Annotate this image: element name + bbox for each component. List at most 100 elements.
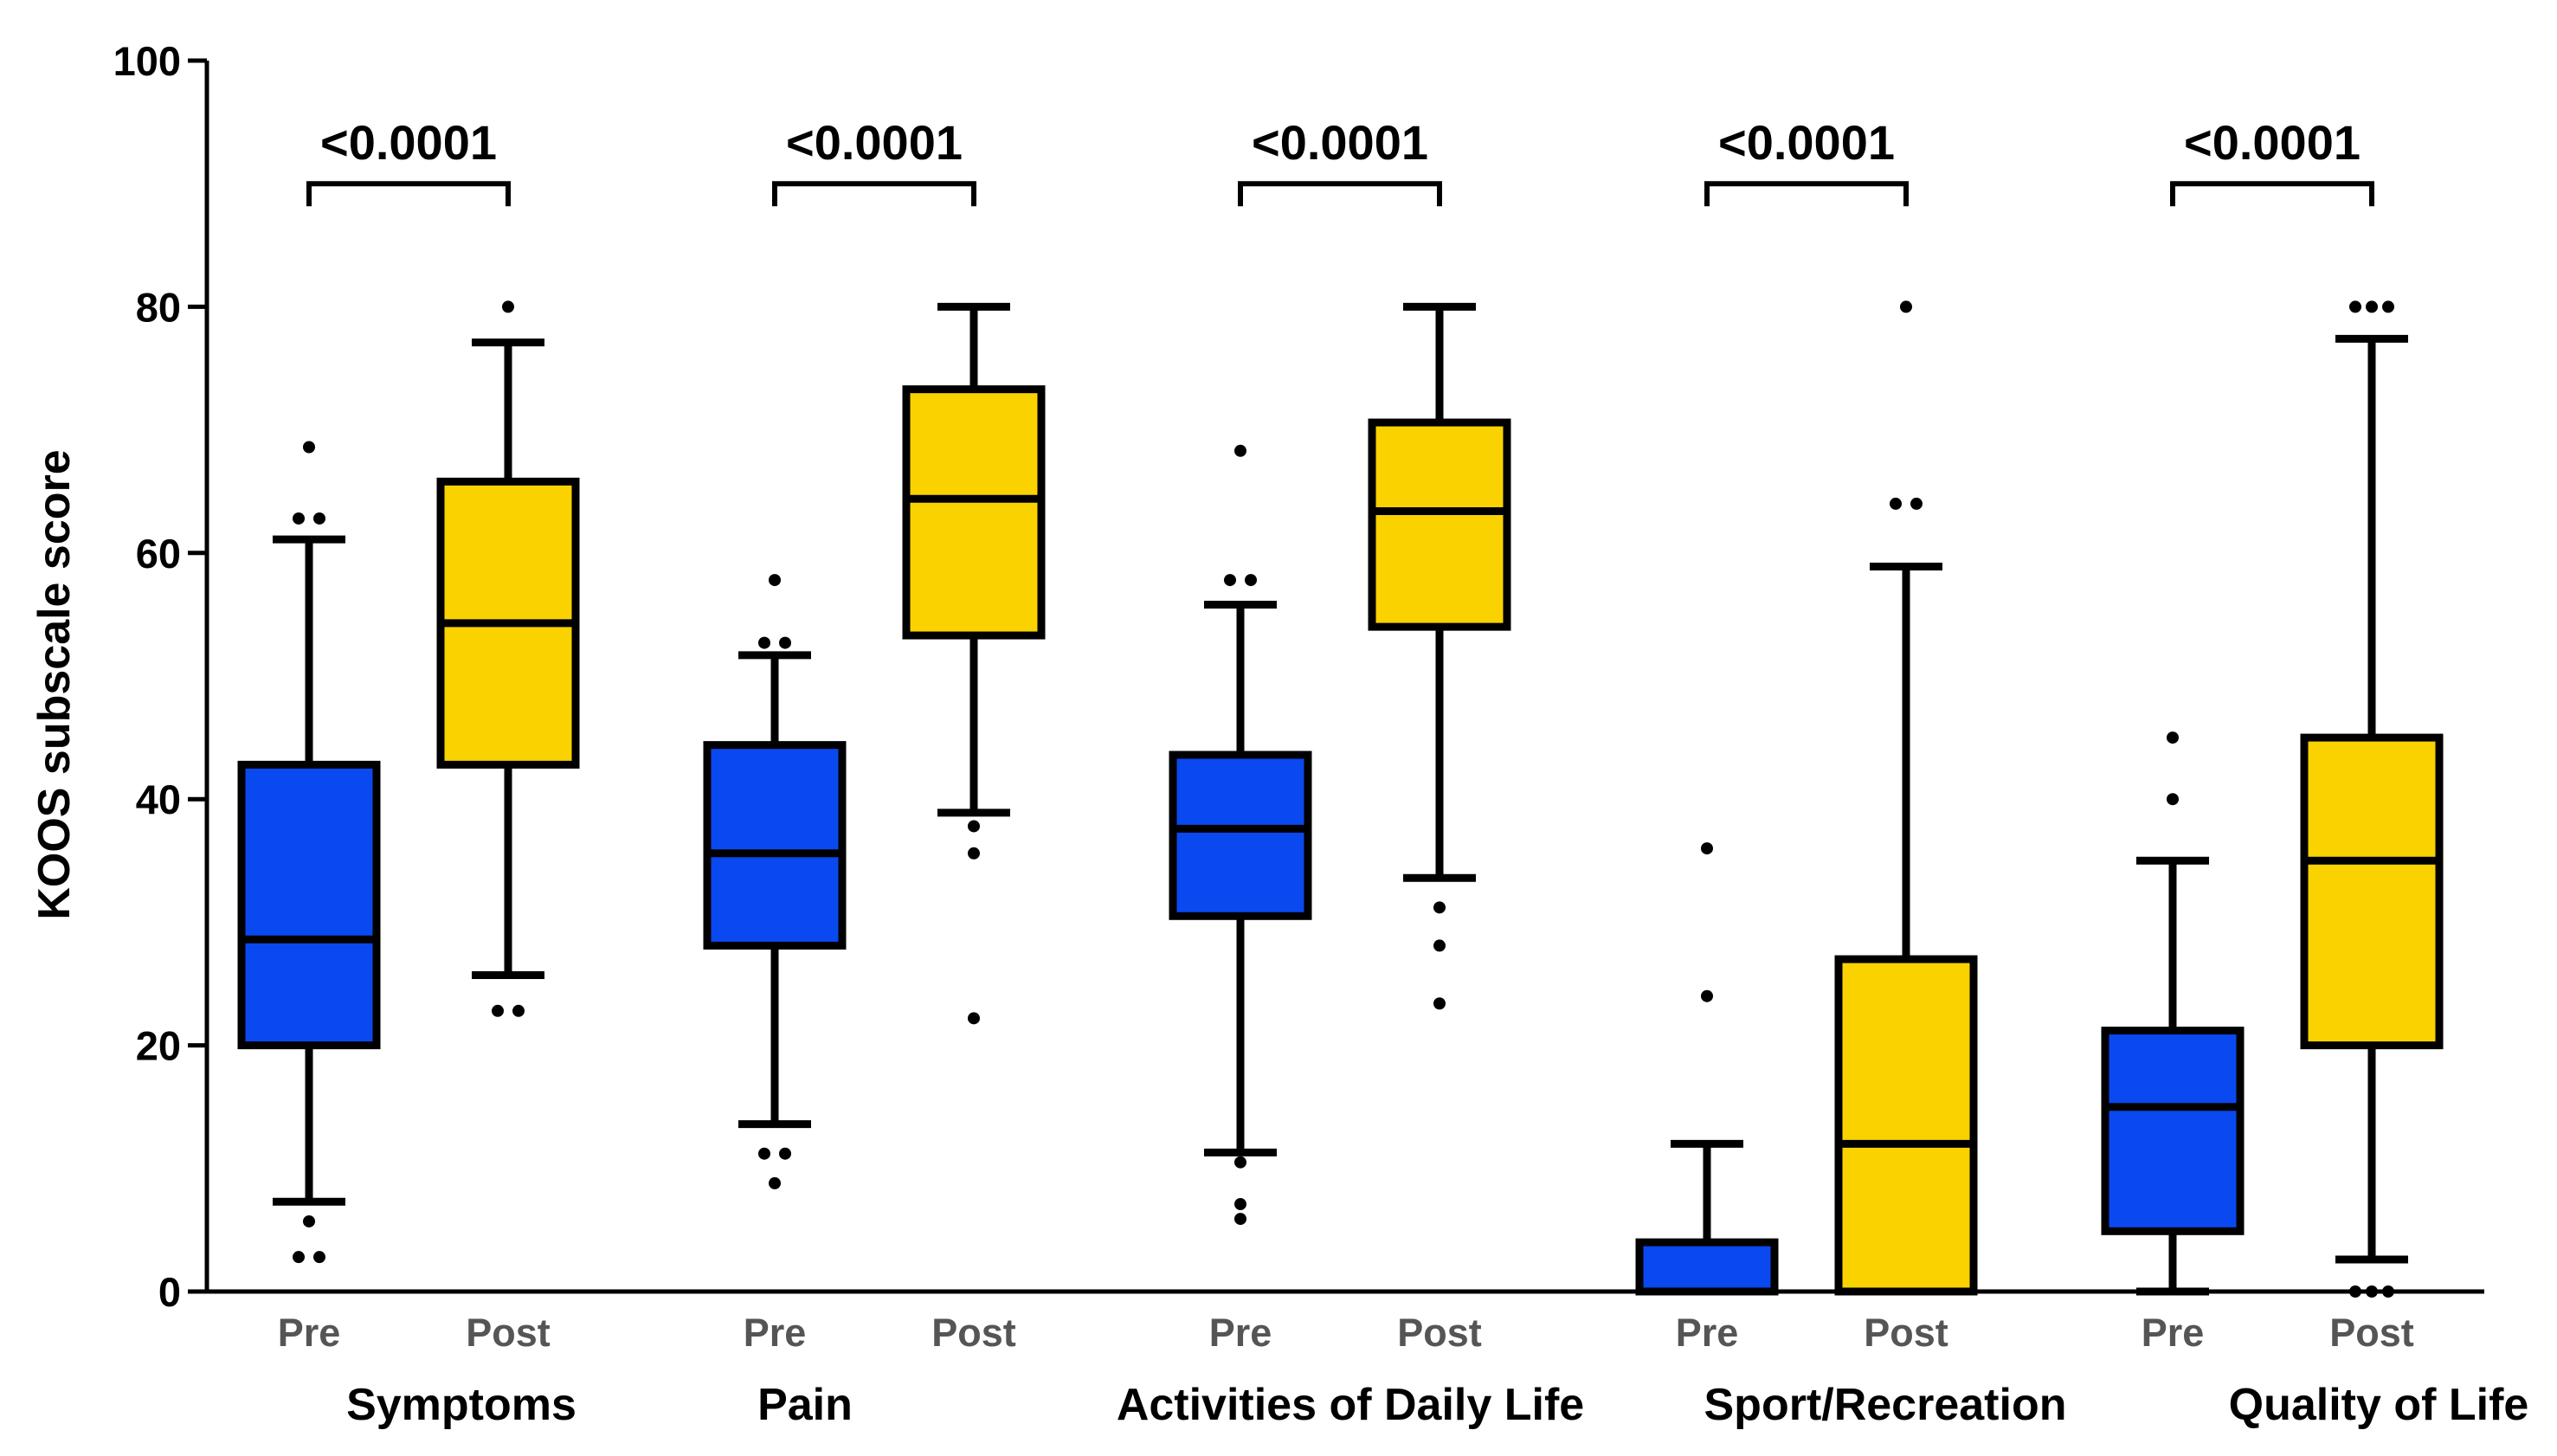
p-value-label: <0.0001 [320, 115, 497, 170]
box-post [1368, 302, 1511, 1010]
x-sublabel-post: Post [1864, 1311, 1948, 1355]
x-sublabel-post: Post [1397, 1311, 1482, 1355]
box-post [436, 300, 580, 1017]
outlier-point [968, 847, 980, 860]
outlier-point [1234, 1156, 1246, 1169]
outlier-point [2167, 793, 2179, 806]
outlier-point [1900, 300, 1912, 313]
x-sublabel-pre: Pre [1676, 1311, 1739, 1355]
outlier-point [502, 300, 514, 313]
outlier-point [2349, 300, 2361, 313]
box-post [2300, 300, 2444, 1298]
y-tick-label: 80 [136, 284, 181, 330]
y-axis-label: KOOS subscale score [29, 449, 80, 919]
group-symptoms: <0.0001 [237, 115, 580, 1264]
group-label: Activities of Daily Life [1117, 1380, 1584, 1430]
outlier-point [769, 574, 781, 587]
outlier-point [512, 1004, 525, 1017]
outlier-point [779, 636, 791, 649]
outlier-point [1890, 497, 1902, 510]
p-value-label: <0.0001 [786, 115, 963, 170]
x-sublabel-pre: Pre [278, 1311, 341, 1355]
y-tick-label: 100 [113, 38, 181, 84]
iqr-box [703, 741, 847, 950]
box-pre [1635, 842, 1779, 1296]
boxes: <0.0001 <0.0001 <0.0001 <0.0001 <0.0001 [237, 115, 2444, 1298]
outlier-point [313, 1251, 325, 1264]
iqr-box [1834, 955, 1978, 1296]
outlier-point [769, 1176, 781, 1189]
outlier-point [492, 1004, 504, 1017]
box-post [1834, 300, 1978, 1296]
outlier-point [1433, 997, 1446, 1010]
outlier-point [1910, 497, 1923, 510]
significance-bracket [1238, 181, 1442, 207]
outlier-point [968, 1012, 980, 1025]
x-sublabel-pre: Pre [744, 1311, 807, 1355]
outlier-point [293, 1251, 305, 1264]
outlier-point [1701, 842, 1713, 855]
iqr-box [2101, 1027, 2245, 1235]
outlier-point [2366, 1285, 2378, 1298]
group-activities-of-daily-life: <0.0001 [1169, 115, 1511, 1226]
outlier-point [758, 636, 770, 649]
outlier-point [1245, 574, 1257, 587]
outlier-point [1224, 574, 1236, 587]
y-tick-label: 0 [158, 1269, 181, 1315]
outlier-point [1701, 989, 1713, 1002]
x-sublabel-post: Post [466, 1311, 551, 1355]
significance-bracket [2170, 181, 2374, 207]
y-tick-label: 40 [136, 776, 181, 822]
outlier-point [1433, 939, 1446, 952]
iqr-box [902, 385, 1046, 640]
outlier-point [293, 512, 305, 525]
outlier-point [779, 1147, 791, 1160]
outlier-point [758, 1147, 770, 1160]
significance-bracket [306, 181, 511, 207]
y-tick-label: 20 [136, 1023, 181, 1069]
p-value-label: <0.0001 [2184, 115, 2361, 170]
box-pre [1169, 444, 1312, 1226]
x-sublabel-pre: Pre [1209, 1311, 1272, 1355]
box-pre [2101, 731, 2245, 1296]
group-pain: <0.0001 [703, 115, 1046, 1189]
outlier-point [1234, 1213, 1246, 1226]
box-post [902, 302, 1046, 1025]
outlier-point [2349, 1285, 2361, 1298]
significance-bracket [1704, 181, 1909, 207]
group-label: Quality of Life [2229, 1380, 2529, 1430]
iqr-box [237, 760, 381, 1050]
outlier-point [1234, 444, 1246, 457]
outlier-point [2382, 300, 2394, 313]
iqr-box [1368, 418, 1511, 631]
group-sport-recreation: <0.0001 [1635, 115, 1978, 1296]
group-label: Symptoms [346, 1380, 576, 1430]
outlier-point [968, 820, 980, 833]
outlier-point [2382, 1285, 2394, 1298]
outlier-point [2167, 731, 2179, 744]
axes: 0 20 40 60 80 100 KOOS subscale score [29, 38, 2484, 1315]
outlier-point [313, 512, 325, 525]
p-value-label: <0.0001 [1718, 115, 1895, 170]
outlier-point [1234, 1198, 1246, 1211]
iqr-box [2300, 733, 2444, 1050]
group-label: Sport/Recreation [1704, 1380, 2067, 1430]
x-sublabel-post: Post [2329, 1311, 2414, 1355]
y-tick-label: 60 [136, 531, 181, 577]
box-pre [703, 574, 847, 1189]
significance-bracket [772, 181, 976, 207]
x-sublabel-pre: Pre [2142, 1311, 2205, 1355]
x-sublabel-post: Post [931, 1311, 1016, 1355]
outlier-point [2366, 300, 2378, 313]
outlier-point [1433, 901, 1446, 914]
iqr-box [1635, 1238, 1779, 1296]
outlier-point [303, 1214, 315, 1227]
group-quality-of-life: <0.0001 [2101, 115, 2444, 1298]
iqr-box [1169, 751, 1312, 920]
box-pre [237, 441, 381, 1264]
outlier-point [303, 441, 315, 454]
p-value-label: <0.0001 [1252, 115, 1428, 170]
group-label: Pain [757, 1380, 853, 1430]
